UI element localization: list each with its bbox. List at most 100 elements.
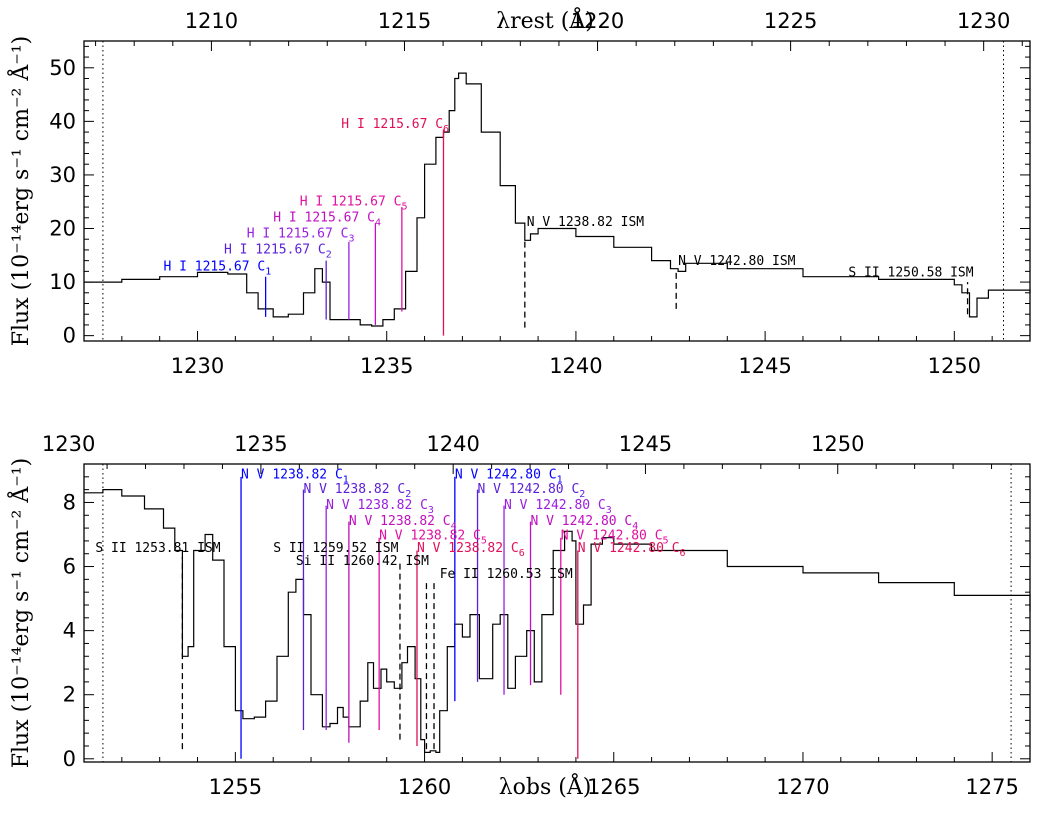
annotation-text: S II 1253.81 ISM — [95, 541, 220, 556]
line-annotation: H I 1215.67 C4 — [273, 211, 381, 229]
annotation-subscript: 2 — [579, 489, 585, 500]
line-annotation: N V 1238.82 C4 — [349, 514, 457, 532]
line-annotation: N V 1238.82 C3 — [326, 498, 434, 516]
line-annotation: N V 1242.80 ISM — [678, 254, 796, 269]
annotation-text: Fe II 1260.53 ISM — [440, 567, 573, 582]
annotation-text: N V 1238.82 C — [303, 482, 405, 497]
annotation-subscript: 3 — [606, 505, 612, 516]
top-tick-label: 1210 — [185, 9, 238, 33]
annotation-subscript: 5 — [663, 535, 669, 546]
annotation-text: H I 1215.67 C — [300, 194, 402, 209]
plot-frame — [83, 463, 1031, 763]
annotation-text: H I 1215.67 C — [273, 211, 375, 226]
annotation-subscript: 3 — [348, 234, 354, 245]
annotation-text: N V 1238.82 C — [241, 467, 343, 482]
line-annotation: N V 1242.80 C1 — [455, 467, 563, 485]
line-annotation: N V 1238.82 C2 — [303, 482, 411, 500]
y-tick-label: 10 — [49, 270, 76, 294]
annotation-subscript: 4 — [451, 521, 457, 532]
y-tick-label: 0 — [63, 747, 76, 771]
line-annotation: N V 1242.80 C2 — [478, 482, 586, 500]
top-tick-label: 1215 — [378, 9, 431, 33]
plot-frame — [83, 40, 1031, 342]
line-annotation: N V 1242.80 C5 — [561, 528, 669, 546]
x-axis-title: λobs (Å) — [499, 772, 592, 800]
top-axis-title: λrest (Å) — [496, 6, 594, 34]
line-annotation: H I 1215.67 C3 — [247, 227, 355, 245]
annotation-subscript: 6 — [519, 548, 525, 559]
x-tick-label: 1250 — [928, 354, 981, 378]
y-tick-label: 20 — [49, 217, 76, 241]
top-tick-label: 1235 — [234, 432, 287, 456]
x-tick-label: 1265 — [587, 775, 640, 799]
top-tick-label: 1250 — [811, 432, 864, 456]
annotation-text: H I 1215.67 C — [163, 259, 265, 274]
annotation-subscript: 6 — [443, 124, 449, 135]
annotation-text: H I 1215.67 C — [341, 117, 443, 132]
annotation-text: H I 1215.67 C — [247, 227, 349, 242]
x-tick-label: 1270 — [776, 775, 829, 799]
annotation-text: N V 1238.82 C — [379, 528, 481, 543]
annotation-text: N V 1242.80 C — [504, 498, 606, 513]
top-tick-label: 1220 — [571, 9, 624, 33]
y-axis-title: Flux (10⁻¹⁴erg s⁻¹ cm⁻² Å⁻¹) — [6, 36, 34, 347]
x-tick-label: 1240 — [549, 354, 602, 378]
y-tick-label: 8 — [63, 490, 76, 514]
spectrum-series-line — [84, 72, 1031, 327]
annotation-text: N V 1242.80 C — [531, 514, 633, 529]
line-annotation: N V 1238.82 ISM — [527, 215, 645, 230]
y-tick-label: 30 — [49, 163, 76, 187]
y-tick-label: 0 — [63, 324, 76, 348]
annotation-subscript: 1 — [265, 266, 271, 277]
annotation-text: S II 1259.52 ISM — [273, 541, 398, 556]
line-annotation: H I 1215.67 C6 — [341, 117, 449, 135]
x-tick-label: 1260 — [398, 775, 451, 799]
y-tick-label: 50 — [49, 56, 76, 80]
x-tick-label: 1255 — [209, 775, 262, 799]
annotation-text: N V 1238.82 C — [349, 514, 451, 529]
line-annotation: N V 1242.80 C6 — [578, 541, 686, 559]
annotation-subscript: 1 — [343, 474, 349, 485]
annotation-text: Si II 1260.42 ISM — [296, 554, 429, 569]
annotation-subscript: 3 — [428, 505, 434, 516]
line-annotation: S II 1250.58 ISM — [848, 266, 973, 281]
annotation-subscript: 1 — [557, 474, 563, 485]
line-annotation: N V 1238.82 C6 — [417, 541, 525, 559]
line-annotation: N V 1238.82 C1 — [241, 467, 349, 485]
line-annotation: N V 1238.82 C5 — [379, 528, 487, 546]
annotation-text: N V 1238.82 C — [417, 541, 519, 556]
top-tick-label: 1245 — [619, 432, 672, 456]
y-tick-label: 40 — [49, 109, 76, 133]
spectrum-series-line — [84, 489, 1031, 753]
y-axis-title: Flux (10⁻¹⁴erg s⁻¹ cm⁻² Å⁻¹) — [6, 458, 34, 769]
line-annotation: Fe II 1260.53 ISM — [440, 567, 573, 582]
annotation-text: N V 1242.80 C — [578, 541, 680, 556]
line-annotation: Si II 1260.42 ISM — [296, 554, 429, 569]
annotation-text: N V 1238.82 C — [326, 498, 428, 513]
annotation-subscript: 4 — [375, 218, 381, 229]
top-tick-label: 1230 — [42, 432, 95, 456]
annotation-subscript: 5 — [401, 201, 407, 212]
line-annotation: H I 1215.67 C2 — [224, 243, 332, 261]
line-annotation: S II 1259.52 ISM — [273, 541, 398, 556]
top-tick-label: 1240 — [426, 432, 479, 456]
y-tick-label: 4 — [63, 619, 76, 643]
annotation-subscript: 6 — [680, 548, 686, 559]
line-annotation: N V 1242.80 C4 — [531, 514, 639, 532]
line-annotation: H I 1215.67 C5 — [300, 194, 408, 212]
annotation-text: S II 1250.58 ISM — [848, 266, 973, 281]
x-tick-label: 1235 — [360, 354, 413, 378]
x-tick-label: 1275 — [965, 775, 1018, 799]
annotation-text: N V 1242.80 C — [561, 528, 663, 543]
line-annotation: S II 1253.81 ISM — [95, 541, 220, 556]
annotation-subscript: 2 — [326, 250, 332, 261]
x-tick-label: 1230 — [171, 354, 224, 378]
line-annotation: H I 1215.67 C1 — [163, 259, 271, 277]
x-tick-label: 1245 — [738, 354, 791, 378]
line-annotation: N V 1242.80 C3 — [504, 498, 612, 516]
annotation-subscript: 4 — [632, 521, 638, 532]
annotation-text: N V 1242.80 C — [478, 482, 580, 497]
